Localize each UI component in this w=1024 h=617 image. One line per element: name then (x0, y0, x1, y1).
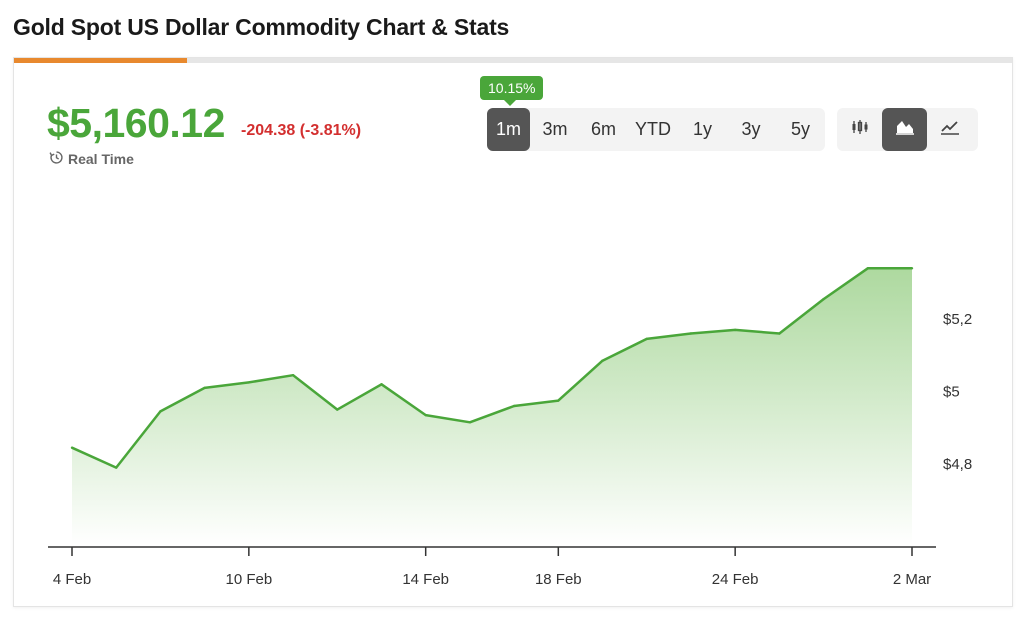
line-chart-icon (940, 117, 960, 142)
card-top-bar (14, 58, 1012, 63)
realtime-label: Real Time (68, 151, 134, 167)
data-point[interactable] (910, 267, 914, 270)
data-point[interactable] (291, 374, 295, 377)
series-line (71, 267, 912, 469)
data-point[interactable] (734, 328, 737, 332)
data-point[interactable] (645, 337, 648, 341)
data-point[interactable] (557, 399, 560, 402)
range-button-5y[interactable]: 5y (790, 119, 810, 139)
card-top-bar-accent (14, 58, 187, 63)
chart-type-candlestick[interactable] (837, 108, 882, 151)
realtime-indicator: Real Time (49, 150, 134, 168)
data-point[interactable] (203, 386, 206, 390)
history-clock-icon (49, 150, 64, 168)
chart-type-line[interactable] (927, 108, 972, 151)
x-tick-label: 24 Feb (712, 571, 759, 588)
series-area-fill (72, 268, 912, 545)
chart-type-area[interactable] (882, 108, 927, 151)
price-change: -204.38 (-3.81%) (241, 122, 362, 139)
range-button-1y[interactable]: 1y (692, 119, 712, 139)
data-point[interactable] (380, 383, 383, 386)
data-point[interactable] (159, 410, 162, 413)
x-tick-label: 4 Feb (53, 571, 91, 588)
period-return-tooltip: 10.15% (480, 76, 544, 106)
data-point[interactable] (468, 421, 472, 424)
data-point[interactable] (601, 359, 604, 362)
x-tick-label: 18 Feb (535, 571, 582, 588)
x-tick-label: 14 Feb (402, 571, 449, 588)
data-point[interactable] (512, 404, 516, 408)
range-button-3m[interactable]: 3m (542, 119, 568, 139)
range-button-6m[interactable]: 6m (590, 119, 616, 139)
data-point[interactable] (778, 332, 781, 335)
data-point[interactable] (336, 408, 339, 411)
area-chart-icon (895, 117, 915, 142)
y-tick-label: $4,8 (943, 456, 972, 473)
data-point[interactable] (247, 381, 250, 384)
y-tick-label: $5 (943, 384, 960, 401)
y-tick-label: $5,2 (943, 311, 972, 328)
data-point[interactable] (822, 297, 825, 301)
data-point[interactable] (424, 413, 427, 417)
data-point[interactable] (70, 446, 74, 449)
x-tick-label: 10 Feb (225, 571, 272, 588)
chart-type-selector (837, 108, 978, 151)
data-point[interactable] (689, 332, 693, 335)
current-price: $5,160.12 (47, 100, 225, 146)
range-selector: 1m 3m 6m YTD 1y 3y 5y (487, 108, 825, 151)
page-title: Gold Spot US Dollar Commodity Chart & St… (13, 14, 510, 40)
x-tick-label: 2 Mar (893, 571, 931, 588)
data-point[interactable] (115, 466, 118, 469)
data-point[interactable] (866, 267, 869, 270)
candlestick-icon (850, 117, 870, 142)
range-button-ytd[interactable]: YTD (635, 119, 671, 139)
range-button-3y[interactable]: 3y (741, 119, 761, 139)
range-button-1m[interactable]: 1m (487, 108, 530, 151)
